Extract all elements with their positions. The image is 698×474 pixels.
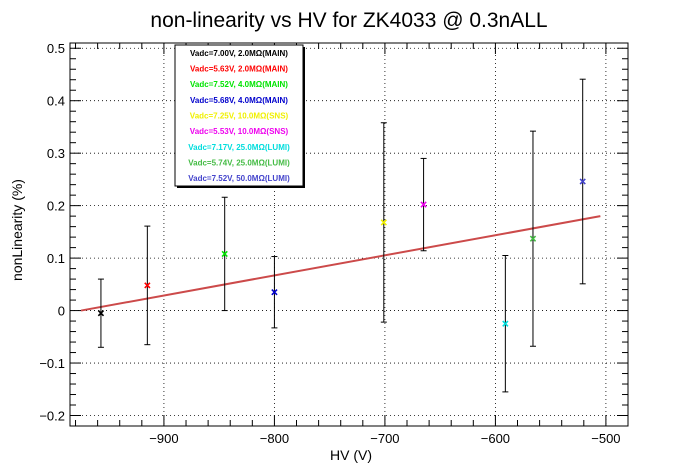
data-points xyxy=(97,78,586,393)
point-marker xyxy=(97,310,105,317)
legend-entry: Vadc=5.68V, 4.0MΩ(MAIN) xyxy=(190,96,288,105)
y-tick-label: 0.3 xyxy=(47,146,65,161)
data-point xyxy=(502,254,509,393)
plot-frame xyxy=(69,42,629,427)
data-point xyxy=(529,130,537,347)
point-marker xyxy=(502,320,509,327)
point-marker xyxy=(221,250,228,258)
legend: Vadc=7.00V, 2.0MΩ(MAIN) Vadc=5.63V, 2.0MΩ… xyxy=(174,44,305,188)
y-tick-label: −0.1 xyxy=(39,356,65,371)
data-point xyxy=(271,256,278,329)
x-tick-label: −700 xyxy=(370,431,399,446)
legend-entry: Vadc=7.25V, 10.0MΩ(SNS) xyxy=(190,112,289,121)
y-tick-label: −0.2 xyxy=(39,409,65,424)
y-tick-label: 0 xyxy=(58,304,65,319)
point-marker xyxy=(529,235,537,242)
legend-entry: Vadc=7.17V, 25.0MΩ(LUMI) xyxy=(188,143,290,152)
legend-box xyxy=(174,44,304,187)
data-point xyxy=(380,122,387,323)
plot-frame-rect xyxy=(69,42,629,427)
legend-entry: Vadc=7.52V, 4.0MΩ(MAIN) xyxy=(190,80,288,89)
chart-title: non-linearity vs HV for ZK4033 @ 0.3nALL xyxy=(150,9,547,32)
y-tick-label: 0.5 xyxy=(47,41,65,56)
data-point xyxy=(144,225,151,346)
y-axis-label: nonLinearity (%) xyxy=(9,179,25,281)
data-point xyxy=(221,196,228,312)
point-marker xyxy=(271,289,278,296)
data-point xyxy=(97,278,105,348)
y-tick-label: 0.4 xyxy=(47,94,65,109)
x-tick-label: −600 xyxy=(481,431,510,446)
x-tick-label: −900 xyxy=(149,431,178,446)
legend-entry: Vadc=5.74V, 25.0MΩ(LUMI) xyxy=(188,159,290,168)
x-axis-label: HV (V) xyxy=(330,447,372,463)
y-tick-label: 0.1 xyxy=(47,251,65,266)
x-axis: −900 −800 −700 −600 −500 xyxy=(75,43,629,446)
data-point xyxy=(420,157,427,252)
y-tick-label: 0.2 xyxy=(47,199,65,214)
y-axis: −0.2 −0.1 0 0.1 0.2 0.3 0.4 0.5 xyxy=(39,41,628,427)
x-tick-label: −500 xyxy=(591,431,620,446)
point-marker xyxy=(380,219,387,226)
grid-lines xyxy=(70,43,628,426)
x-tick-label: −800 xyxy=(260,431,289,446)
legend-entry: Vadc=7.00V, 2.0MΩ(MAIN) xyxy=(190,49,288,58)
fit-line-group xyxy=(80,215,601,312)
point-marker xyxy=(420,201,427,208)
legend-entry: Vadc=7.52V, 50.0MΩ(LUMI) xyxy=(188,174,290,183)
point-marker xyxy=(144,282,151,289)
legend-entry: Vadc=5.63V, 2.0MΩ(MAIN) xyxy=(190,65,288,74)
point-marker xyxy=(579,178,586,185)
fit-line xyxy=(80,215,601,312)
legend-entry: Vadc=5.53V, 10.0MΩ(SNS) xyxy=(190,127,289,136)
data-point xyxy=(579,78,586,285)
